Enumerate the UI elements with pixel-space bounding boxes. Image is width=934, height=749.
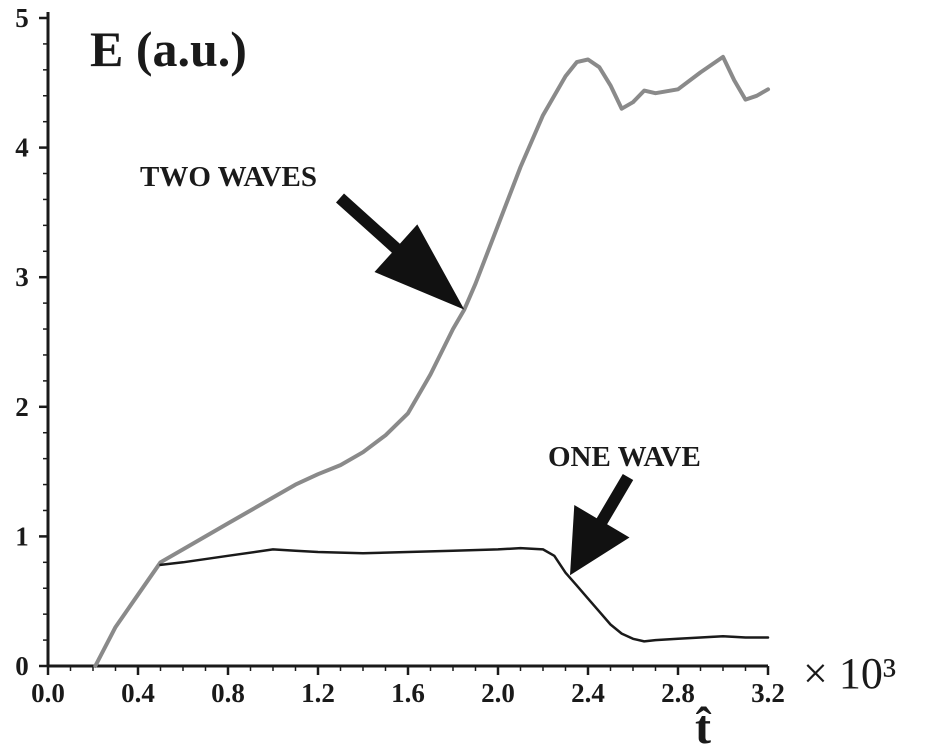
x-tick-label: 2.0 <box>481 678 515 708</box>
y-tick-label: 1 <box>15 521 29 551</box>
x-tick-label: 1.2 <box>301 678 335 708</box>
x-tick-label: 0.4 <box>121 678 155 708</box>
annotation-label-1: TWO WAVES <box>140 161 317 193</box>
annotations: TWO WAVES ONE WAVE <box>140 161 701 576</box>
y-tick-label: 4 <box>15 133 29 163</box>
ticks: 0.0 0.4 0.8 1.2 1.6 2.0 2.4 2.8 3.2 0 1 2 3 4 5 <box>15 3 785 708</box>
x-tick-label: 2.8 <box>661 678 695 708</box>
x-tick-label: 0.8 <box>211 678 245 708</box>
annotation-label-2: ONE WAVE <box>548 441 701 473</box>
series-line-one-wave <box>159 546 770 643</box>
annotation-arrow-2 <box>570 474 634 576</box>
y-tick-label: 2 <box>15 392 29 422</box>
x-tick-label: 3.2 <box>751 678 785 708</box>
y-tick-label: 5 <box>15 3 29 33</box>
x-axis-label: t̂ <box>695 701 712 749</box>
x-tick-label: 1.6 <box>391 678 425 708</box>
x-tick-label: 0.0 <box>31 678 65 708</box>
x-tick-label: 2.4 <box>571 678 605 708</box>
y-tick-label: 3 <box>15 262 29 292</box>
series-layer <box>93 54 770 668</box>
x-multiplier-label: × 10³ <box>803 649 896 698</box>
annotation-arrow-1 <box>336 193 465 310</box>
series-line-two-waves <box>93 54 770 668</box>
y-axis-label: E (a.u.) <box>90 21 247 77</box>
y-tick-label: 0 <box>15 651 29 681</box>
